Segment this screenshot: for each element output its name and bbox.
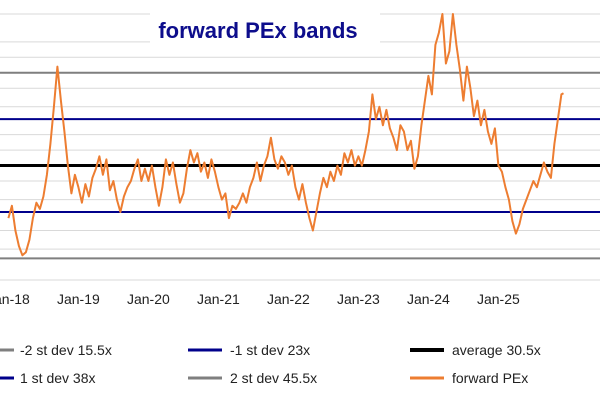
x-tick-label: Jan-25 [477,291,520,307]
x-tick-label: Jan-23 [337,291,380,307]
series-line-forward-pe [7,13,564,257]
band-lines [0,71,600,260]
x-axis-ticks: Jan-18 Jan-19 Jan-20 Jan-21 Jan-22 Jan-23 Jan-… [0,291,520,307]
legend: -2 st dev 15.5x -1 st dev 23x average 30.5… [0,342,541,386]
x-tick-label: Jan-19 [57,291,100,307]
x-tick-label: Jan-24 [407,291,450,307]
x-tick-label: Jan-18 [0,291,30,307]
legend-label: average 30.5x [452,342,541,358]
legend-label: forward PEx [452,370,528,386]
x-tick-label: Jan-21 [197,291,240,307]
legend-label: 2 st dev 45.5x [230,370,317,386]
legend-label: 1 st dev 38x [20,370,96,386]
legend-label: -1 st dev 23x [230,342,310,358]
x-tick-label: Jan-22 [267,291,310,307]
title-background [150,12,380,46]
chart-title: forward PEx bands [158,18,357,43]
gridlines [0,13,600,281]
series-lines [7,13,564,257]
legend-label: -2 st dev 15.5x [20,342,112,358]
x-tick-label: Jan-20 [127,291,170,307]
